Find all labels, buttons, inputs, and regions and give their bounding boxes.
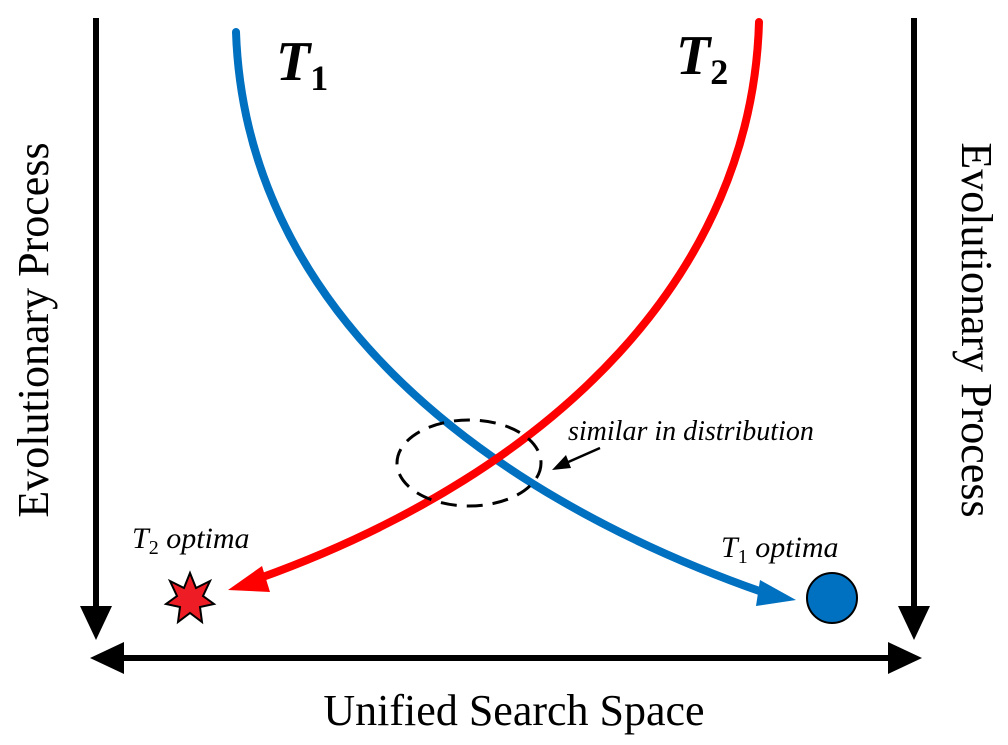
t1-curve: [232, 28, 796, 606]
t1-curve-label: T1: [276, 31, 328, 98]
t2-curve-label: T2: [676, 25, 728, 92]
bottom-axis-label: Unified Search Space: [323, 686, 704, 735]
right-axis-label: Evolutionary Process: [952, 142, 1001, 517]
t2-curve: [228, 18, 763, 592]
annotation-arrow: [552, 446, 601, 470]
similarity-region-ellipse: [395, 418, 543, 508]
bottom-axis-arrow: [90, 642, 922, 674]
t1-optima-circle-icon: [806, 572, 858, 624]
t1-optima-label: T1 optima: [721, 531, 839, 568]
left-axis-label: Evolutionary Process: [9, 142, 58, 517]
left-axis-arrow: [80, 18, 112, 640]
right-axis-arrow: [898, 18, 930, 640]
t2-optima-label: T2 optima: [132, 522, 250, 559]
annotation-text: similar in distribution: [568, 416, 814, 447]
t2-optima-star-icon: [163, 570, 217, 625]
